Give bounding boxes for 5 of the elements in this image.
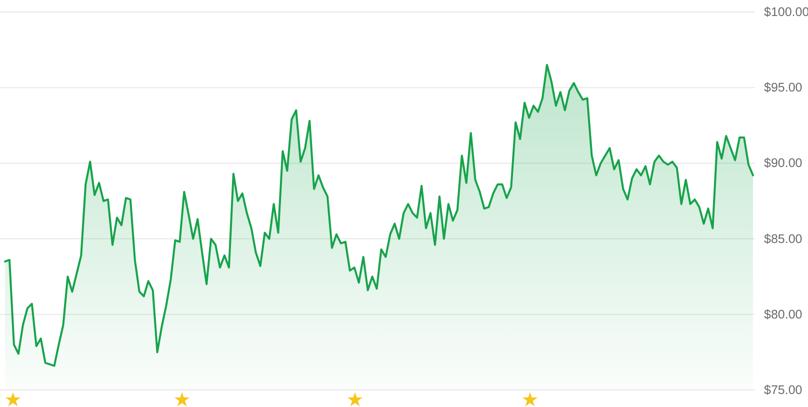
y-tick-label: $95.00 — [764, 80, 802, 95]
y-tick-label: $90.00 — [764, 156, 802, 170]
y-tick-label: $80.00 — [764, 307, 802, 322]
y-tick-label: $85.00 — [764, 232, 802, 246]
y-tick-label: $75.00 — [764, 383, 802, 397]
